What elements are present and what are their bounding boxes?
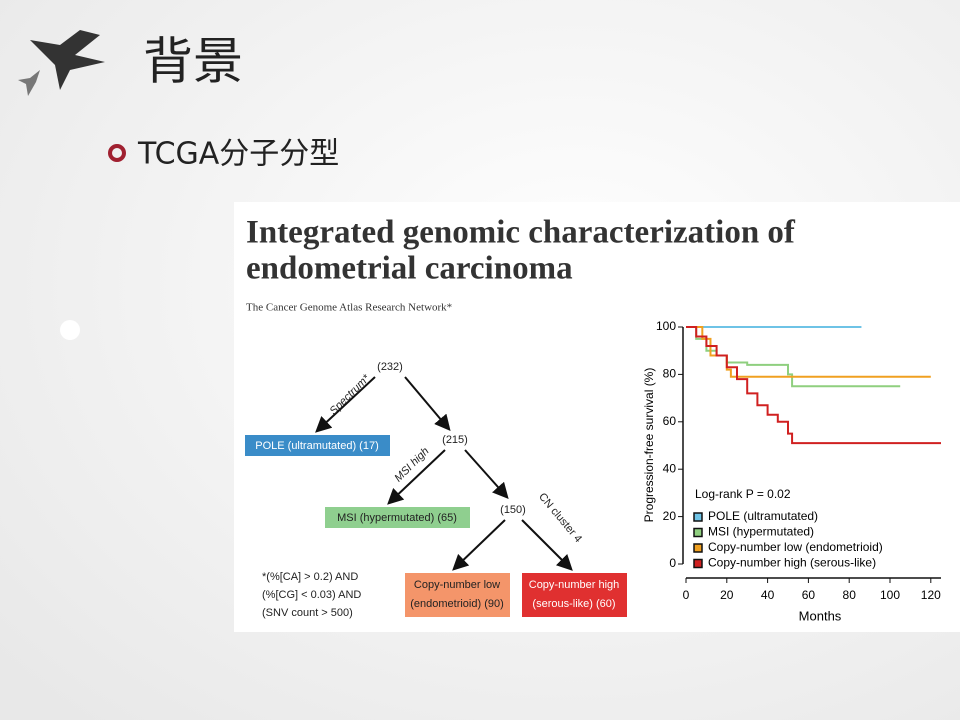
- bullet-icon: [108, 144, 126, 162]
- box: [325, 507, 470, 528]
- x-tick-label: 80: [843, 588, 857, 602]
- tree-node: (232): [377, 361, 403, 373]
- x-tick-label: 120: [921, 588, 941, 602]
- tree-arrows: [315, 376, 573, 571]
- legend-swatch: [693, 543, 703, 553]
- x-tick-label: 0: [683, 588, 690, 602]
- slide-title: 背景: [143, 33, 243, 91]
- box-label: MSI (hypermutated) (65): [337, 512, 457, 524]
- legend-swatch: [693, 527, 703, 538]
- legend-swatch: [693, 558, 703, 569]
- tree-node: (150): [500, 504, 526, 516]
- x-tick-label: 100: [880, 588, 900, 602]
- box-label: (serous-like) (60): [532, 598, 615, 610]
- y-tick-label: 20: [663, 509, 677, 523]
- box-label: Copy-number low: [414, 579, 500, 591]
- authors: The Cancer Genome Atlas Research Network…: [246, 302, 452, 314]
- box: [522, 573, 627, 617]
- bird-icon: [18, 30, 105, 96]
- annotation: Log-rank P = 0.02: [695, 487, 791, 501]
- legend-label: Copy-number low (endometrioid): [708, 540, 883, 554]
- x-axis-label: Months: [799, 608, 842, 623]
- y-tick-label: 60: [663, 414, 677, 428]
- y-tick-label: 40: [663, 461, 677, 475]
- box: [405, 573, 510, 617]
- bullet-text: TCGA分子分型: [137, 137, 339, 172]
- box-label: (endometrioid) (90): [410, 598, 504, 610]
- legend-swatch: [693, 512, 703, 522]
- y-tick-label: 100: [656, 319, 676, 333]
- footnote: (SNV count > 500): [262, 607, 353, 619]
- y-axis-label: Progression-free survival (%): [642, 368, 656, 523]
- x-tick-label: 60: [802, 588, 816, 602]
- figure: [234, 202, 960, 632]
- decor-dot: [60, 320, 80, 340]
- box: [245, 435, 390, 456]
- legend-label: POLE (ultramutated): [708, 509, 818, 523]
- y-tick-label: 80: [663, 367, 677, 381]
- x-tick-label: 20: [720, 588, 734, 602]
- box-label: POLE (ultramutated) (17): [255, 440, 379, 452]
- legend-label: MSI (hypermutated): [708, 525, 814, 539]
- y-tick-label: 0: [669, 556, 676, 570]
- tree-node: (215): [442, 434, 468, 446]
- figure-heading: endometrial carcinoma: [246, 251, 573, 287]
- series-line: [686, 326, 941, 445]
- figure-heading: Integrated genomic characterization of: [246, 215, 796, 251]
- x-tick-label: 40: [761, 588, 775, 602]
- box-label: Copy-number high: [529, 579, 620, 591]
- footnote: (%[CG] < 0.03) AND: [262, 589, 361, 601]
- footnote: *(%[CA] > 0.2) AND: [262, 571, 358, 583]
- legend-label: Copy-number high (serous-like): [708, 556, 876, 570]
